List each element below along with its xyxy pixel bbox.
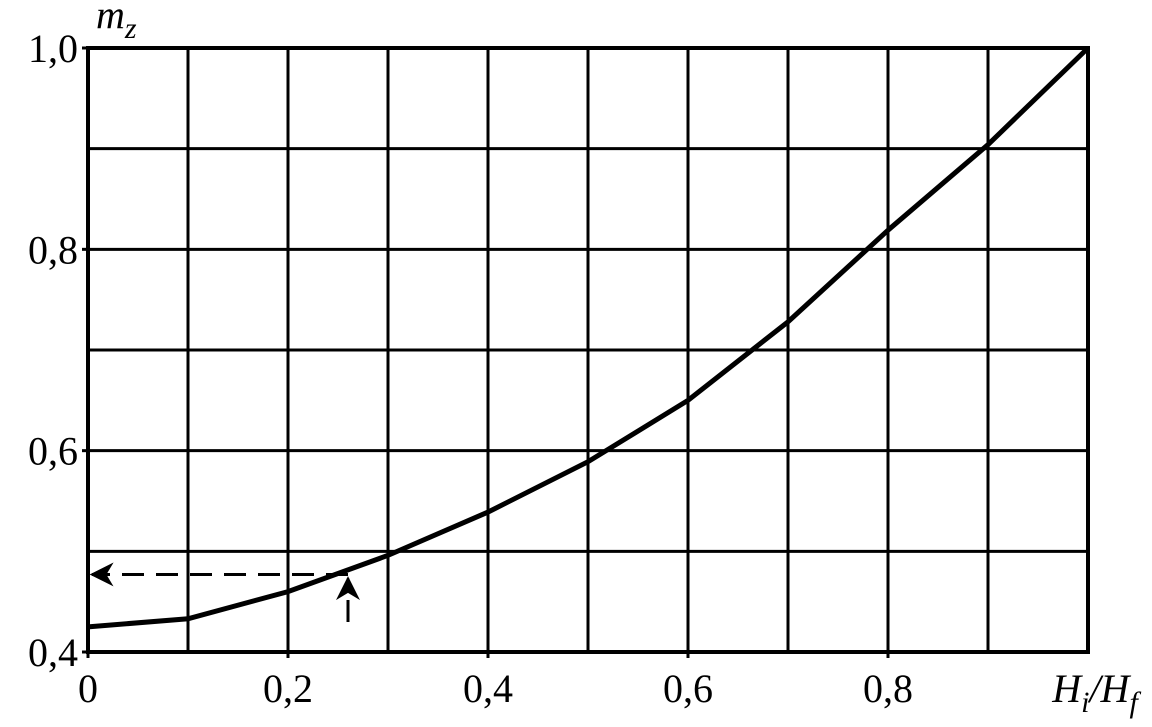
y-tick-label: 0,4: [28, 630, 78, 675]
x-tick-label: 0,2: [263, 666, 313, 711]
x-tick-label: 0,8: [863, 666, 913, 711]
y-tick-label: 1,0: [28, 26, 78, 71]
x-axis-label-part: f: [1129, 686, 1141, 719]
y-axis-label-part: m: [96, 0, 125, 37]
x-tick-label: 0,6: [663, 666, 713, 711]
y-tick-label: 0,8: [28, 227, 78, 272]
y-axis-label-part: z: [124, 12, 137, 45]
y-tick-label: 0,6: [28, 429, 78, 474]
x-axis-label: Hi/Hf: [1051, 666, 1141, 719]
x-axis-label-part: H: [1051, 666, 1083, 711]
x-tick-label: 0: [78, 666, 98, 711]
curve: [87, 46, 1090, 630]
y-axis-label: mz: [96, 0, 137, 45]
plot-frame: [86, 46, 1090, 654]
x-axis-label-part: /H: [1087, 666, 1131, 711]
x-axis-label-part: i: [1081, 686, 1089, 719]
x-tick-label: 0,4: [463, 666, 513, 711]
